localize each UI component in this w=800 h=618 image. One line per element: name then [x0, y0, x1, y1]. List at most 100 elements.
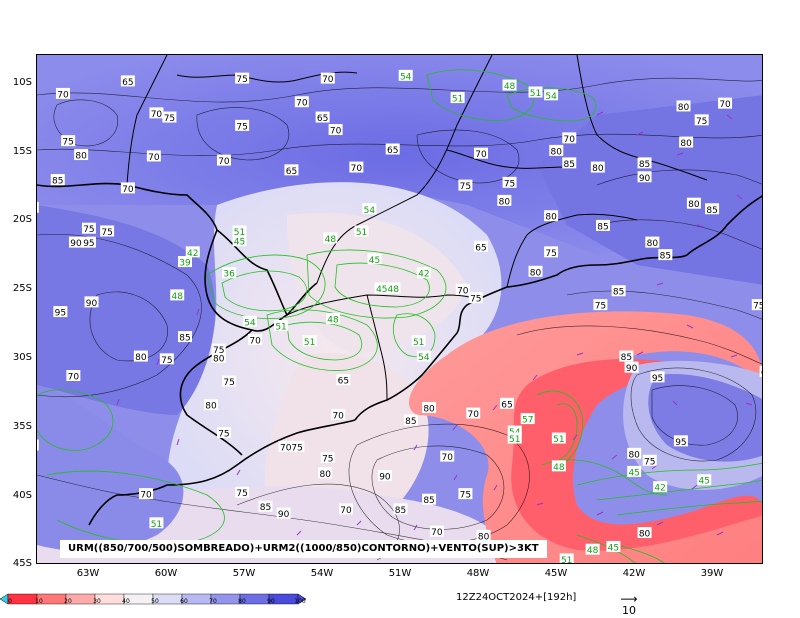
contour-label-bg: [645, 236, 660, 248]
lat-label-40s: 40S: [12, 490, 32, 501]
contour-label: 85: [564, 160, 575, 170]
contour-label: 85: [52, 177, 63, 187]
contour-label-bg: [458, 179, 473, 191]
contour-label: 90: [86, 299, 98, 309]
contour-label-bg: [216, 154, 231, 166]
contour-label-bg: [278, 440, 305, 452]
contour-label-bg: [507, 432, 522, 444]
colorbar-tick-label: 40: [122, 598, 130, 605]
contour-label-bg: [61, 135, 76, 147]
contour-label-bg: [416, 267, 431, 279]
contour-label-bg: [50, 174, 65, 186]
contour-label-bg: [650, 371, 665, 383]
contour-label: 48: [325, 235, 337, 245]
contour-label-bg: [222, 267, 237, 279]
contour-label: 45: [628, 468, 639, 478]
contour-label-bg: [398, 69, 413, 81]
contour-label-bg: [429, 525, 444, 537]
contour-label: 75: [236, 489, 247, 499]
lon-label-45w: 45W: [544, 568, 568, 579]
contour-label-bg: [455, 283, 470, 295]
contour-label-bg: [473, 240, 488, 252]
contour-label: 85: [179, 334, 190, 344]
contour-label: 75: [322, 454, 333, 464]
reference-arrow-icon: ⟶: [620, 592, 638, 606]
contour-label-bg: [502, 176, 517, 188]
lon-label-60w: 60W: [154, 568, 178, 579]
contour-label: 51: [452, 95, 463, 105]
contour-label-bg: [235, 72, 250, 84]
contour-label-bg: [211, 351, 226, 363]
contour-label: 70: [148, 153, 160, 163]
contour-label: 90: [70, 239, 82, 249]
contour-label-bg: [320, 451, 335, 463]
contour-label-bg: [611, 285, 626, 297]
contour-label-bg: [139, 488, 154, 500]
contour-label-bg: [751, 299, 762, 311]
state-border-h: [446, 149, 568, 169]
contour-label-bg: [242, 315, 257, 327]
contour-label-bg: [422, 493, 437, 505]
contour-label: 75: [595, 302, 606, 312]
contour-label-bg: [232, 225, 247, 237]
contour-label: 51: [151, 520, 162, 530]
contour-label-bg: [562, 132, 577, 144]
contour-label-bg: [458, 488, 473, 500]
contour-label: 80: [423, 404, 435, 414]
contour-label: 75: [545, 249, 556, 259]
contour-label-bg: [222, 375, 237, 387]
contour-label: 95: [83, 239, 94, 249]
forecast-timestamp: 12Z24OCT2024+[192h]: [456, 592, 577, 603]
contour-label-bg: [362, 203, 377, 215]
contour-label-bg: [520, 413, 535, 425]
contour-label-bg: [37, 439, 39, 451]
contour-label-bg: [705, 203, 720, 215]
contour-label-bg: [551, 460, 566, 472]
contour-label-bg: [149, 517, 164, 529]
humidity-shading-southwest-blue: [37, 385, 184, 552]
contour-label-bg: [403, 414, 418, 426]
contour-label-bg: [637, 171, 652, 183]
contour-label-bg: [294, 96, 309, 108]
contour-label: 57: [522, 416, 533, 426]
contour-label-bg: [302, 335, 317, 347]
contour-label-bg: [544, 246, 559, 258]
uruguay-argentina-coast: [88, 419, 356, 526]
contour-label-bg: [146, 150, 161, 162]
contour-label-bg: [697, 474, 712, 486]
colorbar-tick-label: 90: [267, 598, 275, 605]
contour-label: 70: [151, 110, 163, 120]
humidity-shading-red-band: [408, 311, 762, 563]
contour-label: 95: [55, 309, 66, 319]
contour-label: 42: [418, 270, 429, 280]
contour-label-bg: [440, 450, 455, 462]
contour-label: 75: [753, 302, 763, 312]
contour-label: 42: [654, 484, 665, 494]
contour-label: 80: [647, 239, 659, 249]
contour-label: 75: [696, 117, 707, 127]
lon-label-57w: 57W: [232, 568, 256, 579]
contour-label-bg: [476, 529, 491, 541]
contour-label: 70: [340, 506, 352, 516]
contour-label-bg: [679, 136, 694, 148]
contour-label: 80: [680, 139, 692, 149]
contour-label-bg: [377, 470, 392, 482]
contour-label: 7075: [280, 443, 303, 453]
contour-label: 65: [761, 368, 763, 378]
state-border-a: [126, 55, 168, 186]
contour-label: 70: [218, 157, 230, 167]
state-border-f: [366, 294, 388, 401]
contour-label-bg: [385, 143, 400, 155]
contour-label-bg: [68, 236, 83, 248]
colorbar-tick-label: 10: [35, 598, 43, 605]
contour-label-bg: [274, 319, 289, 331]
colorbar-tick-label: 60: [180, 598, 188, 605]
contour-label: 70: [475, 150, 487, 160]
contour-label: 65: [501, 400, 512, 410]
colorbar-tick-label: 70: [209, 598, 217, 605]
contour-label-bg: [81, 222, 96, 234]
contour-label: 85: [395, 506, 406, 516]
contour-label-bg: [349, 161, 364, 173]
contour-label-bg: [411, 335, 426, 347]
